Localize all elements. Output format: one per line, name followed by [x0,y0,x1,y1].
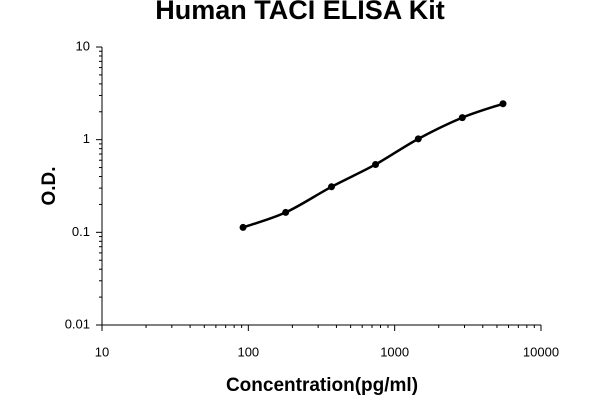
data-point [458,114,466,122]
y-tick-label: 0.1 [72,224,90,239]
data-point [499,100,507,108]
x-axis-label: Concentration(pg/ml) [226,375,418,396]
x-tick-label: 10 [95,344,109,359]
y-axis-label: O.D. [39,166,60,205]
chart-title: Human TACI ELISA Kit [155,0,445,25]
data-point [414,135,422,143]
data-point [327,183,335,191]
x-tick-label: 10000 [523,344,559,359]
x-tick-label: 1000 [380,344,409,359]
x-tick-label: 100 [237,344,259,359]
data-point [239,223,247,231]
y-tick-label: 1 [83,131,90,146]
data-point [372,160,380,168]
y-tick-label: 0.01 [65,316,90,331]
data-point [282,208,290,216]
y-tick-label: 10 [76,38,90,53]
